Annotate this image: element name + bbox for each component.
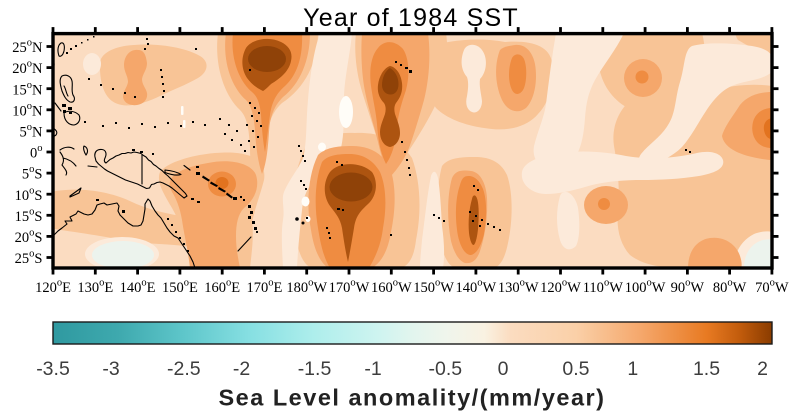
svg-text:Sea Level anomality/(mm/year): Sea Level anomality/(mm/year): [218, 385, 605, 411]
svg-text:20oN: 20oN: [12, 59, 43, 78]
svg-text:120oW: 120oW: [540, 277, 581, 296]
svg-text:80oW: 80oW: [713, 277, 747, 296]
svg-text:0.5: 0.5: [562, 358, 589, 380]
svg-text:-3.5: -3.5: [36, 358, 70, 380]
svg-text:15oS: 15oS: [15, 206, 43, 225]
svg-text:150oE: 150oE: [162, 277, 198, 296]
svg-text:160oW: 160oW: [371, 277, 412, 296]
svg-text:140oE: 140oE: [120, 277, 156, 296]
svg-text:-1.5: -1.5: [298, 358, 332, 380]
svg-text:-2.5: -2.5: [167, 358, 201, 380]
svg-text:100oW: 100oW: [625, 277, 666, 296]
svg-text:130oW: 130oW: [498, 277, 539, 296]
svg-text:-1: -1: [364, 358, 381, 380]
svg-text:5oS: 5oS: [22, 164, 43, 183]
svg-text:0: 0: [498, 358, 509, 380]
svg-text:Year of 1984 SST: Year of 1984 SST: [303, 4, 519, 32]
svg-text:25oN: 25oN: [12, 38, 43, 57]
svg-text:110oW: 110oW: [583, 277, 623, 296]
svg-text:90oW: 90oW: [671, 277, 705, 296]
svg-text:1: 1: [627, 358, 638, 380]
svg-text:2: 2: [757, 358, 768, 380]
svg-text:15oN: 15oN: [12, 80, 43, 99]
svg-text:25oS: 25oS: [15, 249, 43, 268]
svg-text:5oN: 5oN: [20, 122, 44, 141]
svg-text:0o: 0o: [30, 143, 43, 162]
svg-text:1.5: 1.5: [693, 358, 720, 380]
svg-text:160oE: 160oE: [204, 277, 240, 296]
svg-text:170oW: 170oW: [329, 277, 370, 296]
svg-text:120oE: 120oE: [35, 277, 71, 296]
svg-text:10oN: 10oN: [12, 101, 43, 120]
svg-text:180oW: 180oW: [286, 277, 327, 296]
svg-text:-2: -2: [233, 358, 250, 380]
svg-text:140oW: 140oW: [456, 277, 497, 296]
svg-text:-0.5: -0.5: [428, 358, 462, 380]
svg-text:130oE: 130oE: [77, 277, 113, 296]
svg-text:-3: -3: [102, 358, 119, 380]
svg-text:150oW: 150oW: [413, 277, 454, 296]
svg-text:170oE: 170oE: [246, 277, 282, 296]
svg-text:20oS: 20oS: [15, 228, 43, 247]
svg-text:10oS: 10oS: [15, 185, 43, 204]
svg-text:70oW: 70oW: [755, 277, 789, 296]
